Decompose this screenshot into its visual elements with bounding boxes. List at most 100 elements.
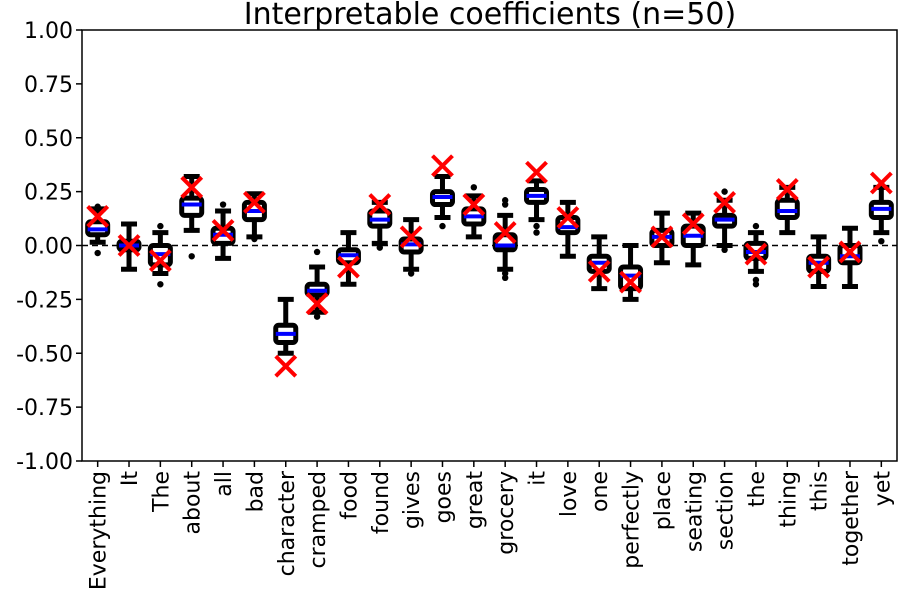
outlier-point — [157, 222, 164, 230]
x-tick-label: it — [526, 471, 551, 486]
box-place — [649, 210, 675, 266]
outlier-point — [501, 274, 509, 282]
x-marker-stroke — [148, 249, 172, 272]
x-tick-label: goes — [431, 471, 456, 523]
x-tick-label: food — [337, 471, 362, 520]
box-perfectly — [618, 243, 644, 302]
x-tick-label: seating — [682, 471, 707, 552]
x-marker-stroke — [838, 240, 862, 264]
box-it — [524, 160, 550, 236]
outlier-point — [721, 246, 728, 254]
box-about — [179, 174, 205, 260]
x-marker-stroke — [556, 206, 580, 229]
x-marker-stroke — [775, 178, 799, 201]
x-marker-stroke — [807, 255, 831, 279]
x-tick-label: together — [839, 470, 864, 566]
x-tick-label: character — [275, 470, 300, 576]
outlier-point — [219, 201, 227, 208]
x-tick-label: It — [118, 471, 143, 486]
y-tick-label: 0.25 — [24, 181, 73, 206]
x-marker-stroke — [86, 204, 110, 228]
box-grocery — [492, 197, 518, 282]
x-tick-label: yet — [870, 471, 895, 507]
x-tick-label: perfectly — [620, 471, 645, 569]
x-tick-label: gives — [400, 471, 425, 529]
y-tick-label: -0.25 — [16, 288, 73, 313]
box-character — [273, 296, 299, 378]
box-yet — [868, 171, 894, 245]
box-goes — [429, 154, 455, 230]
x-tick-label: great — [463, 471, 488, 530]
y-tick-label: -1.00 — [16, 450, 73, 475]
x-marker-stroke — [180, 175, 204, 199]
box-found — [367, 193, 393, 251]
y-tick-label: -0.50 — [16, 342, 73, 367]
box-one — [586, 234, 612, 292]
outlier-point — [313, 313, 321, 320]
y-tick-label: 1.00 — [24, 19, 73, 44]
outlier-point — [721, 188, 728, 195]
y-tick-label: 0.75 — [24, 73, 73, 98]
x-marker-stroke — [525, 160, 548, 184]
outlier-point — [501, 197, 509, 204]
outlier-point — [313, 248, 321, 256]
box-section — [712, 188, 738, 254]
box-It — [116, 221, 142, 272]
box-cramped — [304, 248, 330, 320]
x-tick-label: Everything — [87, 471, 112, 590]
x-tick-label: The — [149, 471, 174, 513]
box-great — [461, 184, 487, 240]
x-tick-label: thing — [776, 471, 801, 528]
x-tick-label: section — [714, 471, 739, 550]
y-tick-label: 0.00 — [24, 235, 73, 260]
outlier-point — [752, 281, 760, 288]
x-marker-stroke — [713, 190, 737, 214]
outlier-point — [94, 203, 101, 210]
box-food — [335, 230, 361, 287]
outlier-point — [470, 184, 478, 191]
x-marker-stroke — [619, 270, 642, 294]
x-marker-stroke — [305, 292, 329, 316]
box-thing — [774, 178, 800, 236]
y-tick-label: -0.75 — [16, 396, 73, 421]
x-tick-label: all — [212, 471, 237, 497]
outlier-point — [157, 281, 164, 288]
x-marker-stroke — [242, 190, 266, 214]
outlier-point — [533, 229, 540, 236]
x-axis: Everything It The about all bad character cramp… — [87, 461, 895, 590]
outlier-point — [878, 237, 885, 245]
box-the — [743, 222, 769, 288]
x-marker-stroke — [744, 242, 768, 266]
outlier-point — [407, 270, 415, 277]
x-marker-stroke — [399, 225, 423, 249]
outlier-point — [376, 244, 383, 251]
box-bad — [241, 190, 267, 243]
x-tick-label: place — [651, 471, 676, 530]
x-tick-label: bad — [243, 471, 268, 512]
x-tick-label: about — [181, 471, 206, 535]
iqr-box — [179, 195, 205, 218]
x-tick-label: love — [557, 471, 582, 517]
x-tick-label: cramped — [306, 471, 331, 569]
x-marker-stroke — [681, 212, 705, 236]
y-axis: -1.00 -0.75 -0.50 -0.25 0.00 0.25 0.50 0.75 1.00 — [16, 19, 82, 475]
x-marker-stroke — [368, 193, 392, 216]
box-this — [806, 234, 832, 289]
box-all — [210, 201, 236, 261]
x-marker-stroke — [117, 234, 141, 257]
x-tick-label: grocery — [494, 471, 519, 555]
x-marker-stroke — [274, 354, 298, 378]
y-tick-label: 0.50 — [24, 127, 73, 152]
iqr-box — [618, 264, 644, 292]
x-marker-stroke — [587, 259, 611, 283]
outlier-point — [188, 253, 195, 260]
x-marker-stroke — [869, 171, 893, 195]
box-together — [837, 225, 863, 289]
outlier-point — [533, 222, 540, 230]
x-marker-stroke — [211, 219, 235, 242]
x-marker-stroke — [493, 221, 517, 244]
outlier-point — [752, 222, 760, 230]
x-marker-stroke — [462, 193, 486, 216]
box-The — [147, 222, 173, 288]
